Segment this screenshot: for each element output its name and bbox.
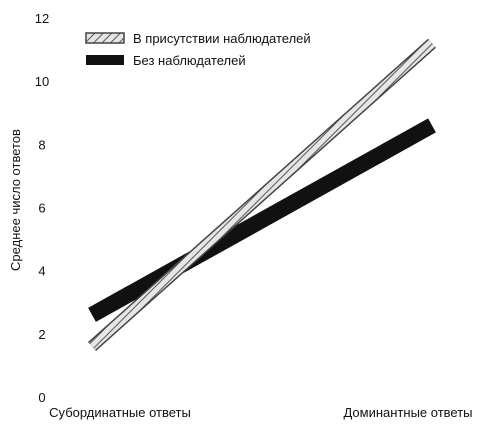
series-line-observers	[89, 39, 435, 350]
series-lines	[88, 38, 436, 351]
y-axis-label: Среднее число ответов	[8, 129, 23, 271]
legend-label: В присутствии наблюдателей	[133, 31, 311, 46]
y-tick-label: 8	[38, 137, 45, 152]
series-line-no-observers	[88, 118, 436, 322]
x-category-label: Доминантные ответы	[343, 405, 472, 420]
legend-swatch-observers	[85, 32, 125, 44]
legend-swatch-no-observers	[86, 55, 124, 65]
y-tick-label: 12	[35, 11, 49, 26]
y-tick-label: 4	[38, 264, 45, 279]
legend-label: Без наблюдателей	[133, 53, 246, 68]
legend: В присутствии наблюдателей Без наблюдател…	[85, 31, 311, 68]
x-category-label: Субординатные ответы	[49, 405, 191, 420]
y-tick-label: 2	[38, 327, 45, 342]
x-axis-categories: Субординатные ответы Доминантные ответы	[49, 405, 472, 420]
y-axis-ticks: 0 2 4 6 8 10 12	[35, 11, 49, 405]
y-tick-label: 10	[35, 74, 49, 89]
y-tick-label: 6	[38, 201, 45, 216]
y-tick-label: 0	[38, 390, 45, 405]
